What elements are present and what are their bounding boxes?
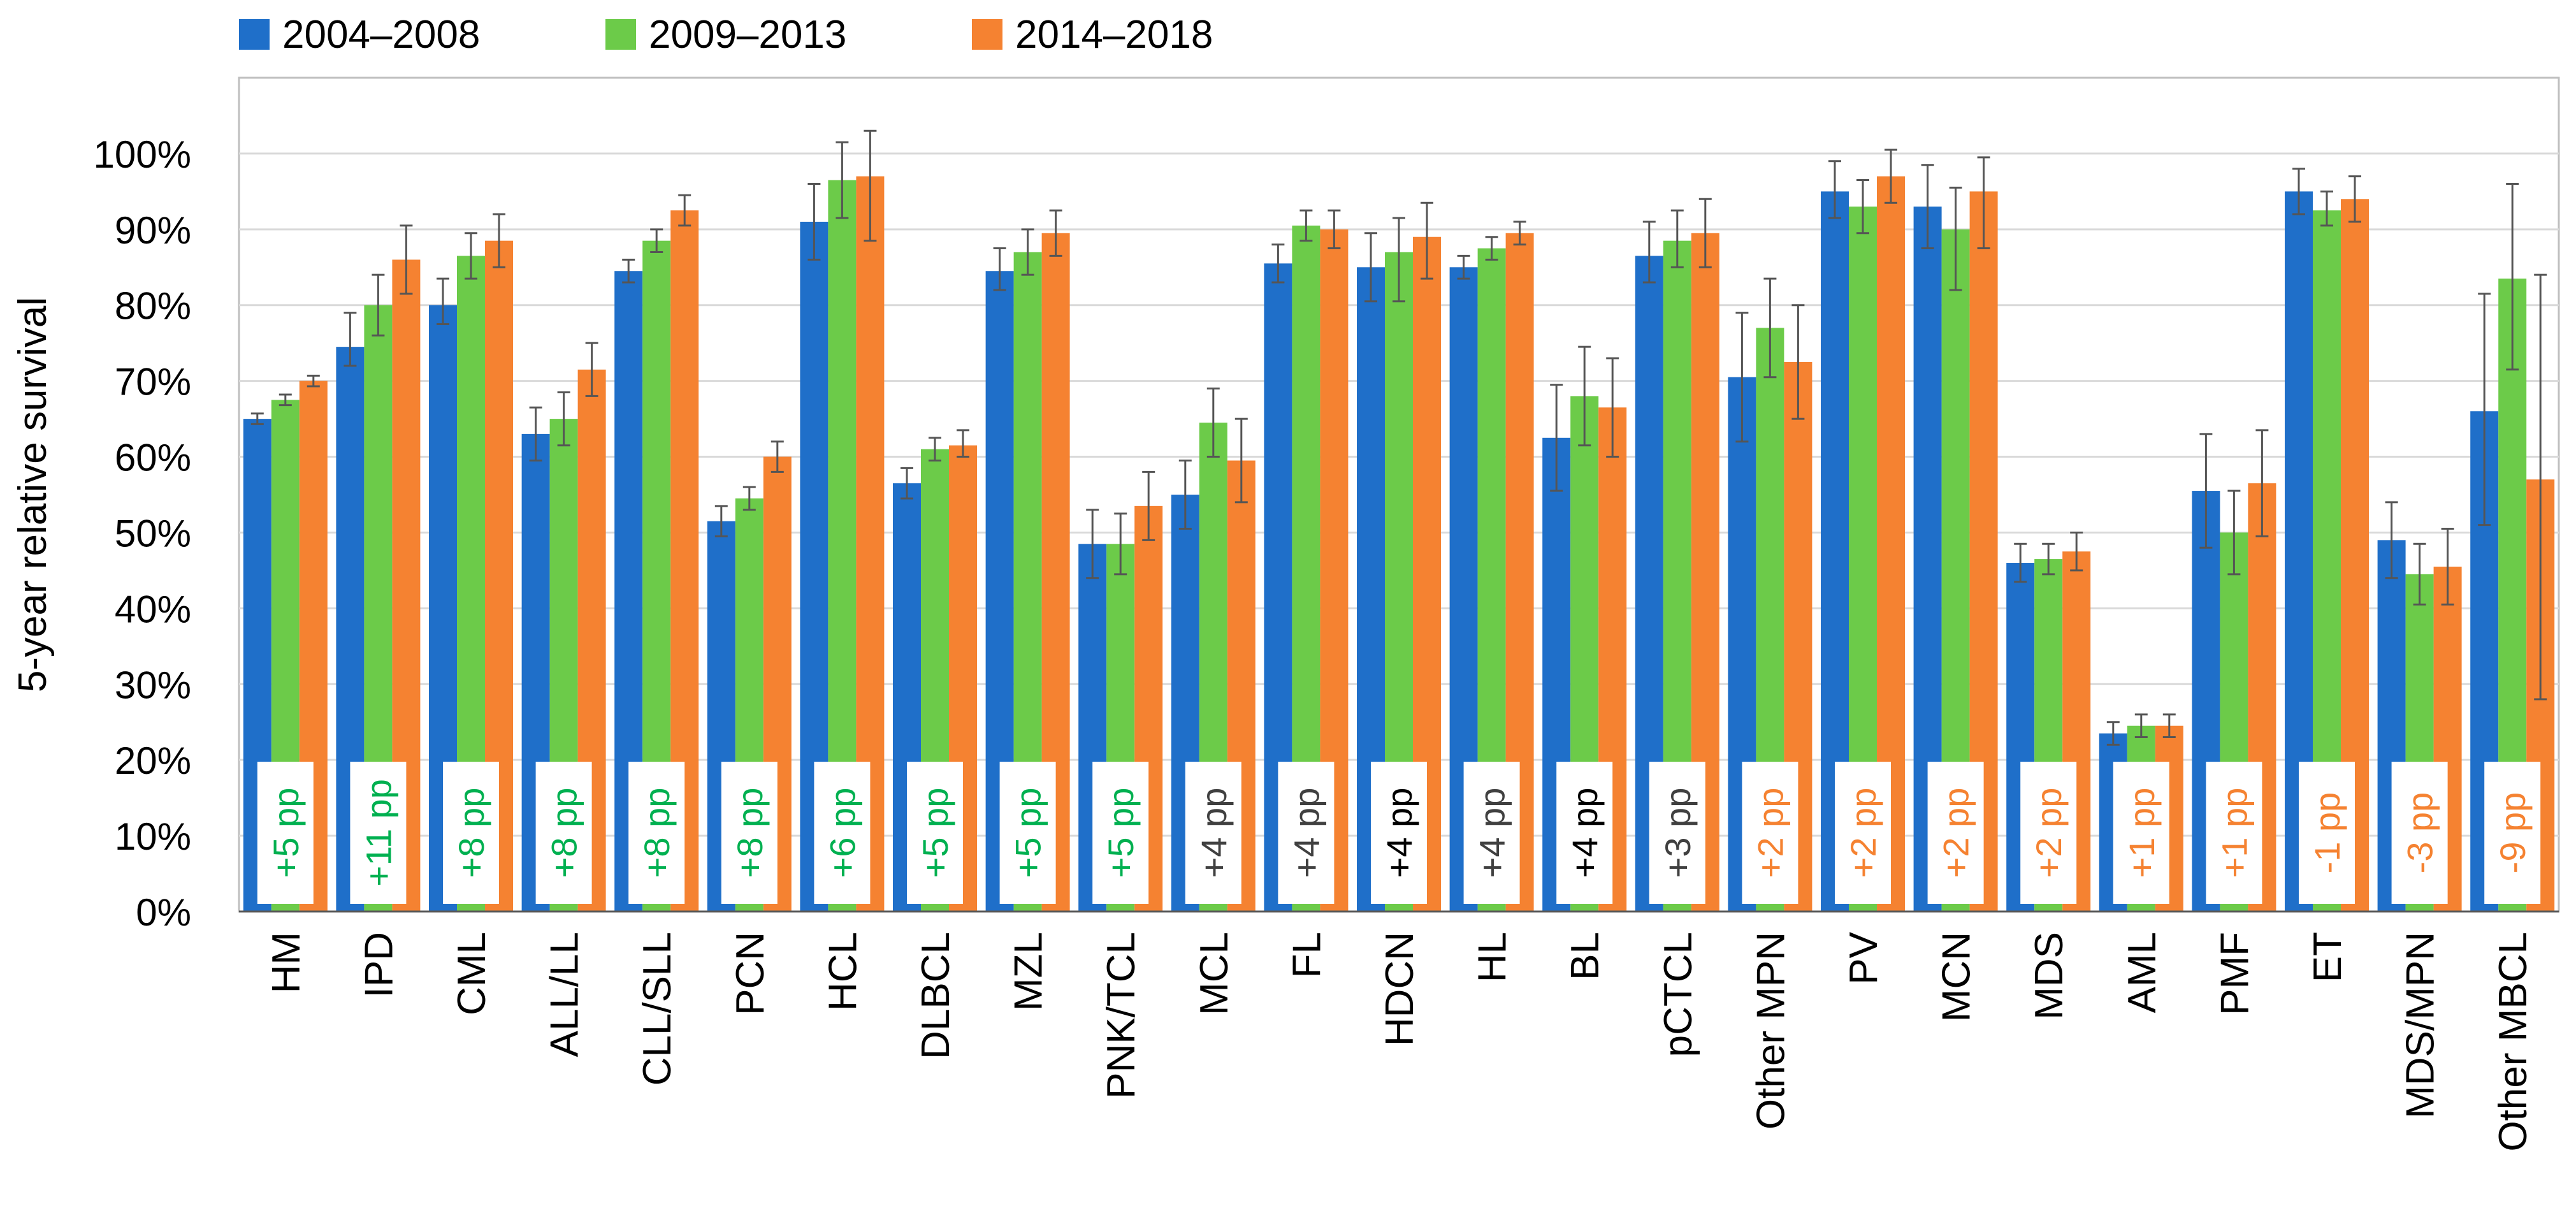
legend-swatch <box>605 19 636 50</box>
y-axis-ticks: 0% 10% 20% 30% 40% 50% 60% 70% 80% 90% 100% <box>94 133 191 934</box>
y-tick-label: 0% <box>136 891 191 934</box>
annotation-box <box>2206 762 2262 904</box>
annotation-box <box>721 762 778 904</box>
annotation-box <box>1556 762 1613 904</box>
annotation-label: +2 pp <box>1936 788 1976 878</box>
annotation-box <box>257 762 314 904</box>
x-axis-ticks: HM IPD CML ALL/LL CLL/SLL PCN HCL DLBCL MZL PNK/T… <box>264 931 2535 1151</box>
annotation-label: +8 pp <box>544 788 584 878</box>
x-tick-label: HDCN <box>1378 932 1422 1046</box>
annotation-box <box>2299 762 2355 904</box>
annotation-box <box>1185 762 1241 904</box>
x-tick-label: AML <box>2120 932 2164 1013</box>
annotation-label: -1 pp <box>2307 792 2347 874</box>
annotation-box <box>999 762 1056 904</box>
x-tick-label: MDS/MPN <box>2399 932 2443 1119</box>
y-tick-label: 10% <box>115 815 191 858</box>
y-tick-label: 80% <box>115 285 191 328</box>
x-tick-label: Other MBCL <box>2491 932 2535 1152</box>
annotation-box <box>1463 762 1520 904</box>
annotation-label: +8 pp <box>451 788 491 878</box>
y-tick-label: 100% <box>94 133 191 176</box>
x-tick-label: CLL/SLL <box>635 932 679 1086</box>
x-tick-label: PMF <box>2213 932 2257 1015</box>
x-tick-label: HL <box>1471 932 1515 982</box>
x-tick-label: CML <box>450 932 494 1015</box>
legend-label: 2009–2013 <box>649 13 846 57</box>
annotation-box <box>2020 762 2077 904</box>
change-annotations: +5 pp +11 pp +8 pp +8 pp +8 pp +8 pp +6 pp +5 p… <box>257 762 2541 904</box>
annotation-label: +5 pp <box>915 788 955 878</box>
annotation-box <box>1278 762 1335 904</box>
error-bars <box>250 129 2547 746</box>
x-tick-label: FL <box>1285 932 1329 978</box>
annotation-box <box>2484 762 2541 904</box>
annotation-label: -3 pp <box>2400 792 2440 874</box>
annotation-label: -9 pp <box>2493 792 2533 874</box>
annotation-label: +6 pp <box>822 788 862 878</box>
x-tick-label: MZL <box>1007 932 1051 1011</box>
annotation-label: +2 pp <box>2029 788 2069 878</box>
annotation-label: +4 pp <box>1472 788 1512 878</box>
x-tick-label: PV <box>1842 931 1886 984</box>
y-tick-label: 20% <box>115 739 191 782</box>
annotation-label: +2 pp <box>1750 788 1790 878</box>
x-tick-label: ET <box>2306 932 2350 982</box>
annotation-box <box>1371 762 1427 904</box>
annotation-label: +4 pp <box>1286 788 1326 878</box>
x-tick-label: MCN <box>1935 932 1979 1022</box>
annotation-label: +4 pp <box>1194 788 1234 878</box>
y-tick-label: 50% <box>115 512 191 555</box>
annotation-label: +1 pp <box>2122 788 2162 878</box>
x-tick-label: DLBCL <box>914 932 958 1059</box>
x-tick-label: PNK/TCL <box>1099 932 1143 1099</box>
annotation-box <box>1927 762 1984 904</box>
legend-swatch <box>972 19 1002 50</box>
legend-label: 2004–2008 <box>282 13 480 57</box>
annotation-label: +5 pp <box>266 788 306 878</box>
annotation-label: +5 pp <box>1101 788 1141 878</box>
annotation-label: +5 pp <box>1008 788 1048 878</box>
x-tick-label: MCL <box>1192 932 1236 1015</box>
annotation-box <box>2391 762 2448 904</box>
annotation-label: +4 pp <box>1565 788 1605 878</box>
y-tick-label: 40% <box>115 588 191 630</box>
y-tick-label: 30% <box>115 664 191 706</box>
x-tick-label: ALL/LL <box>543 932 587 1057</box>
legend-label: 2014–2018 <box>1015 13 1213 57</box>
annotation-box <box>814 762 871 904</box>
y-tick-label: 90% <box>115 209 191 252</box>
annotation-box <box>1649 762 1705 904</box>
annotation-box <box>350 762 407 904</box>
annotation-box <box>628 762 685 904</box>
x-tick-label: PCN <box>728 932 772 1015</box>
annotation-box <box>443 762 499 904</box>
y-axis-label: 5-year relative survival <box>11 297 55 692</box>
x-tick-label: HCL <box>821 932 865 1011</box>
legend-swatch <box>239 19 270 50</box>
legend: 2004–2008 2009–2013 2014–2018 <box>239 13 1213 57</box>
annotation-box <box>535 762 592 904</box>
annotation-box <box>1742 762 1798 904</box>
annotation-label: +8 pp <box>637 788 677 878</box>
y-tick-label: 60% <box>115 437 191 479</box>
annotation-box <box>907 762 963 904</box>
x-tick-label: Other MPN <box>1749 932 1793 1129</box>
annotation-label: +4 pp <box>1379 788 1419 878</box>
annotation-label: +1 pp <box>2214 788 2254 878</box>
x-tick-label: IPD <box>357 932 401 998</box>
annotation-label: +2 pp <box>1843 788 1883 878</box>
x-tick-label: BL <box>1563 932 1607 980</box>
y-tick-label: 70% <box>115 361 191 403</box>
annotation-box <box>1092 762 1149 904</box>
annotation-label: +3 pp <box>1658 788 1698 878</box>
x-tick-label: HM <box>264 932 308 993</box>
annotation-label: +11 pp <box>358 779 398 887</box>
x-tick-label: MDS <box>2027 932 2071 1020</box>
annotation-box <box>2113 762 2169 904</box>
annotation-box <box>1835 762 1891 904</box>
x-tick-label: pCTCL <box>1656 932 1700 1057</box>
annotation-label: +8 pp <box>730 788 770 878</box>
